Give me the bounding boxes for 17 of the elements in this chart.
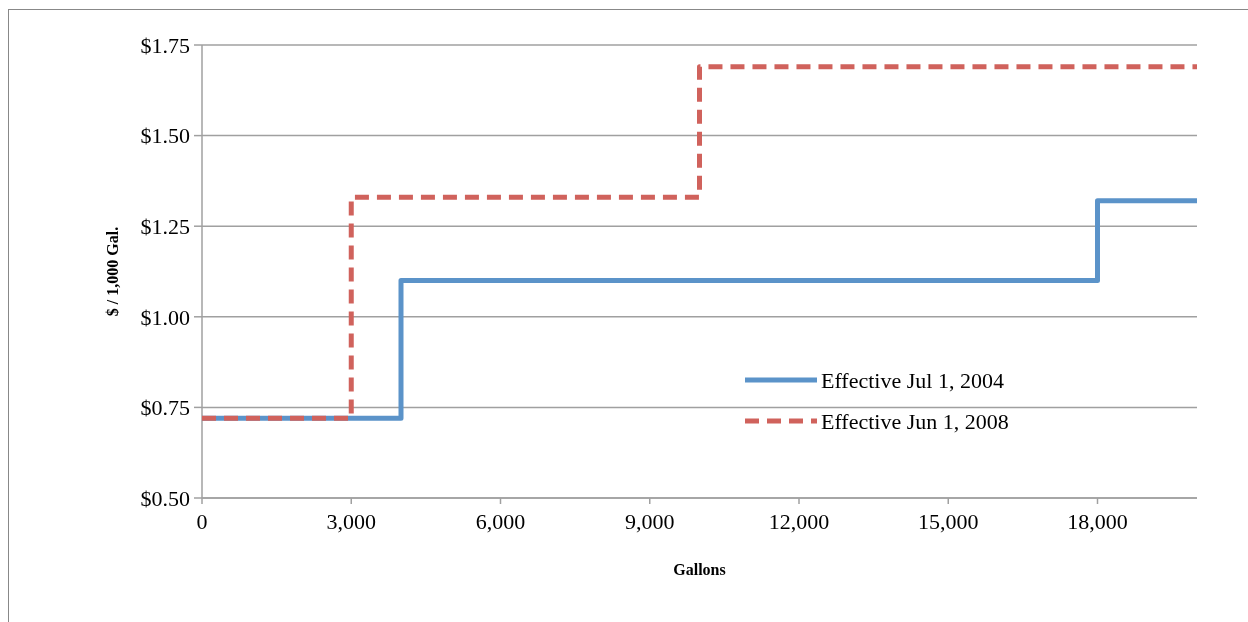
y-tick-label: $1.50	[140, 123, 190, 149]
x-tick-label: 18,000	[1067, 509, 1128, 534]
y-tick-label: $0.75	[140, 395, 190, 421]
y-axis-title: $ / 1,000 Gal.	[104, 226, 121, 317]
y-tick-label: $1.25	[140, 213, 190, 239]
x-tick-label: 15,000	[918, 509, 979, 534]
y-tick-label: $0.50	[140, 485, 190, 511]
x-tick-label: 3,000	[326, 509, 376, 534]
y-tick-label: $1.00	[140, 304, 190, 330]
x-axis-title: Gallons	[673, 561, 726, 578]
x-tick-label: 12,000	[768, 509, 830, 534]
x-tick-label: 9,000	[625, 509, 675, 534]
x-tick-label: 0	[196, 509, 208, 534]
legend-label: Effective Jun 1, 2008	[821, 408, 1009, 434]
y-tick-label: $1.75	[140, 32, 190, 58]
x-tick-label: 6,000	[475, 509, 526, 534]
legend-label: Effective Jul 1, 2004	[821, 367, 1004, 393]
